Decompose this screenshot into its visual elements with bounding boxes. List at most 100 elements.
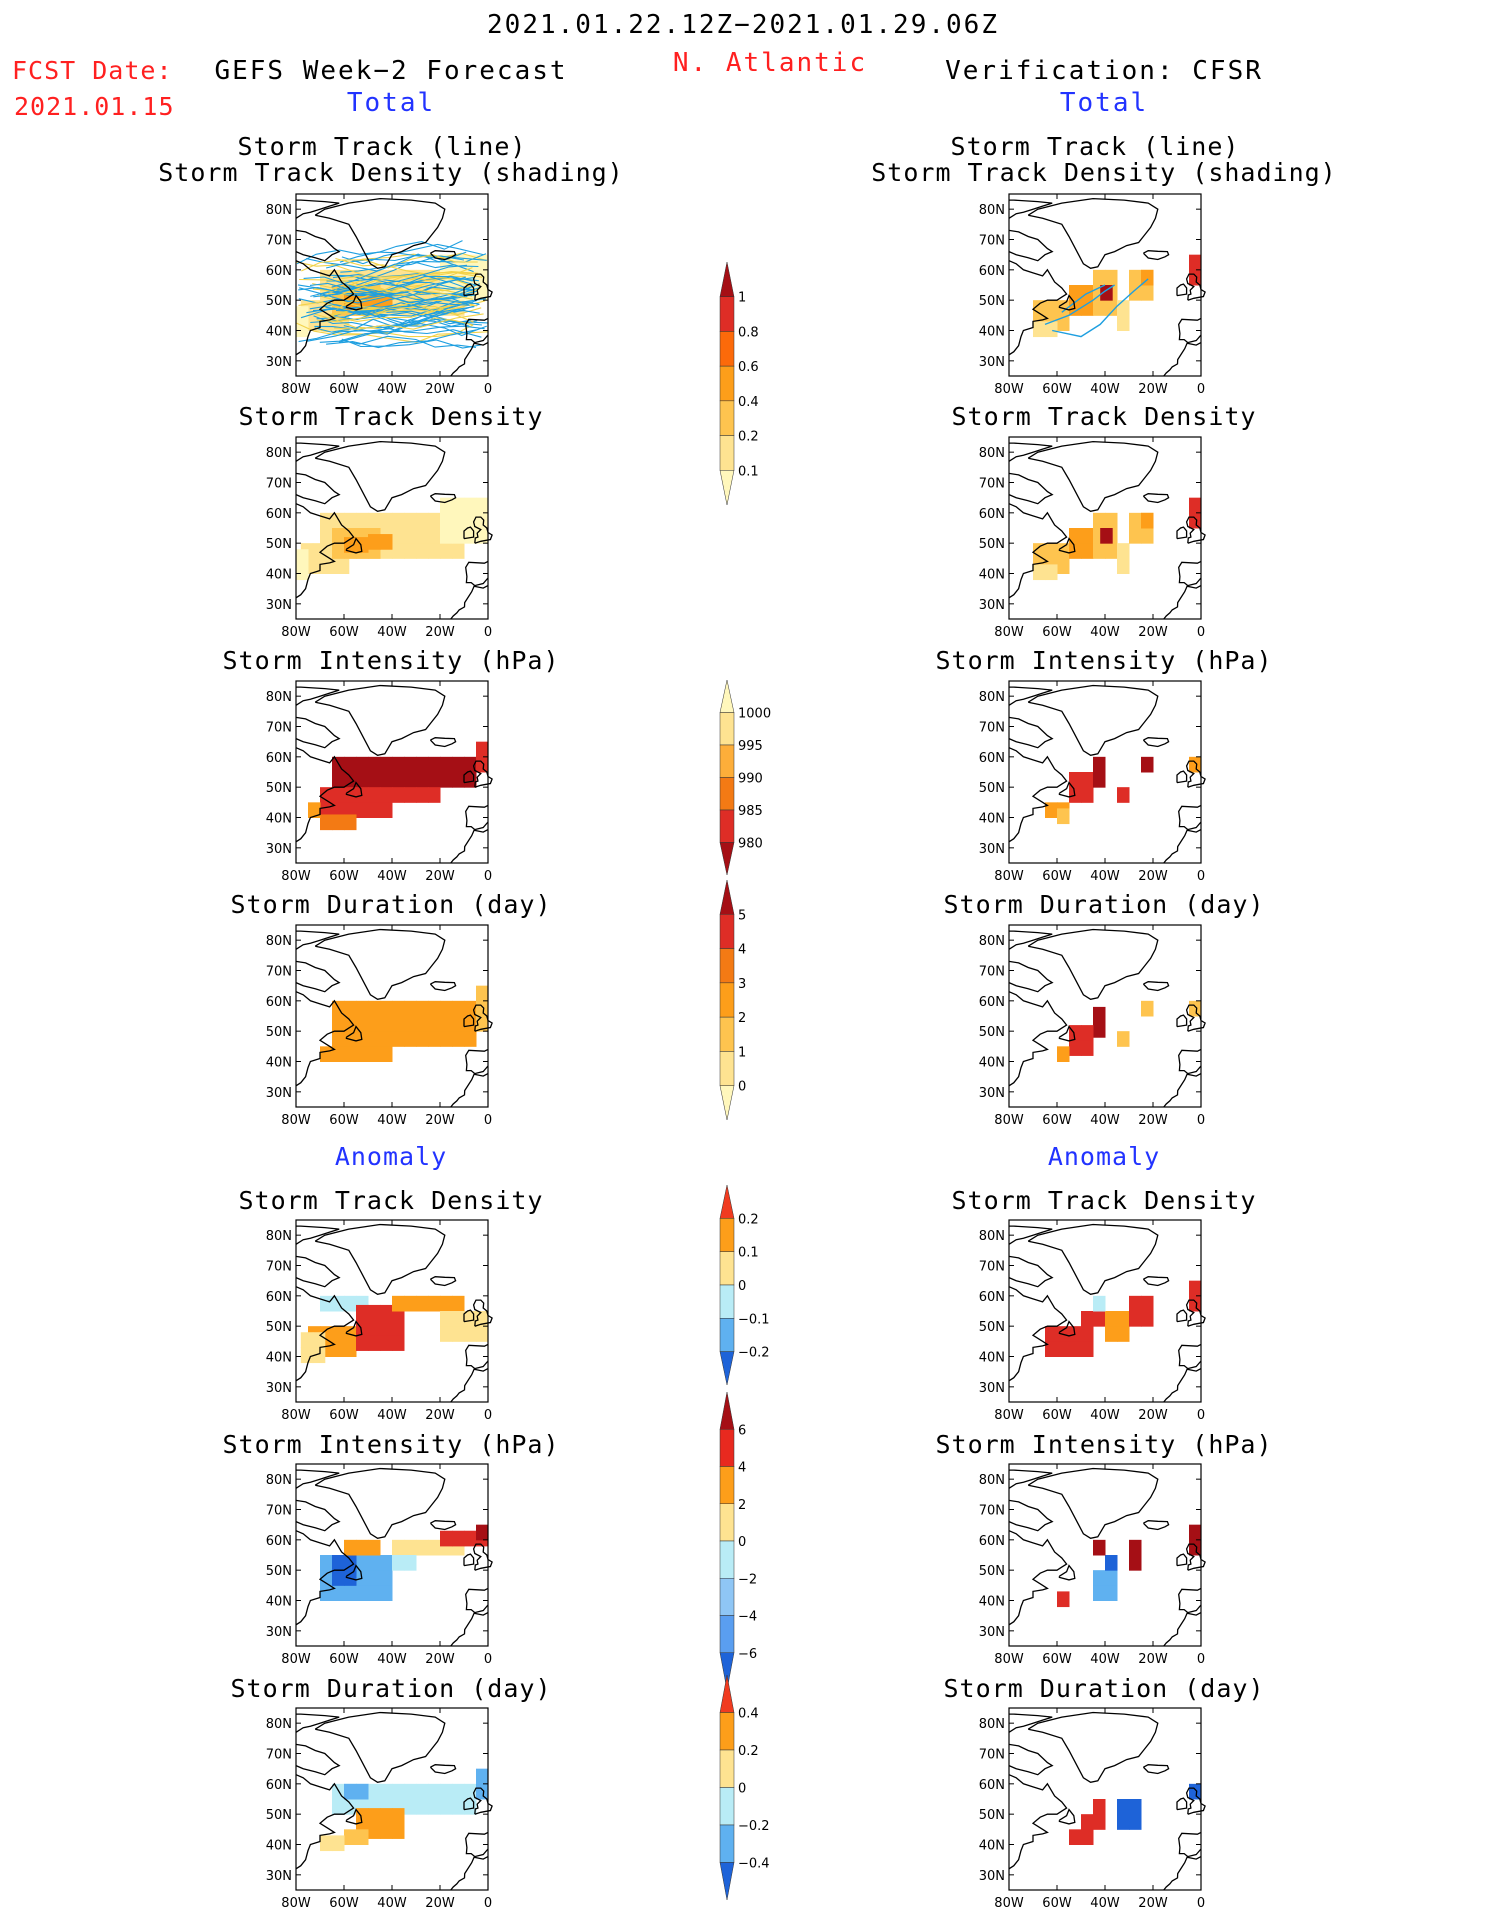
cfsr-density-anom-map-cell: [1129, 1311, 1142, 1327]
gefs-intensity-map-cell: [392, 756, 405, 773]
gefs-duration-map-lon-label: 0: [484, 1113, 492, 1128]
gefs-track-map-track-line: [298, 309, 466, 343]
cfsr-density-anom-map-cell: [1093, 1311, 1106, 1327]
colorbar-segment: [719, 1429, 735, 1467]
gefs-duration-map-cell: [428, 1031, 441, 1047]
colorbar-segment: [719, 914, 735, 949]
cfsr-duration-anom-map-coastline: [1178, 1831, 1202, 1858]
cfsr-intensity-map-lat-label: 80N: [979, 690, 1005, 705]
colorbar-segment: [719, 1652, 735, 1691]
gefs-track-map-track-line: [325, 254, 465, 269]
cfsr-intensity-map-lon-label: 0: [1197, 869, 1205, 884]
gefs-intensity-anom-map-cell: [380, 1585, 393, 1601]
cfsr-density-anom-map-cell: [1045, 1341, 1058, 1357]
cfsr-intensity-anom-map-coastline: [1185, 1543, 1206, 1571]
gefs-track-map-lat-label: 30N: [266, 355, 292, 370]
gefs-track-map-lon-label: 20W: [425, 382, 455, 397]
gefs-track-map-coastline: [429, 250, 457, 261]
cfsr-intensity-anom-map-lon-label: 80W: [994, 1652, 1024, 1667]
cfsr-intensity-anom-map-lon-label: 60W: [1042, 1652, 1072, 1667]
cfsr-density-map-coastline: [1185, 516, 1206, 544]
cfsr-duration-map-coastline: [1058, 1025, 1076, 1042]
gefs-density-anom-map-cell: [380, 1320, 393, 1336]
cfsr-intensity-anom-title: Storm Intensity (hPa): [935, 1430, 1273, 1459]
gefs-intensity-anom-map: 80N 70N 60N 50N 40N 30N 80W 60W 40W 20W 0: [266, 1463, 493, 1667]
gefs-duration-map-cell: [320, 1046, 333, 1062]
gefs-intensity-anom-map-cell: [416, 1539, 429, 1556]
gefs-density-map-cell: [404, 528, 417, 544]
gefs-duration-anom-map-coastline: [295, 1743, 341, 1776]
gefs-track-map: 80N 70N 60N 50N 40N 30N 80W 60W 40W 20W 0: [266, 193, 493, 397]
gefs-intensity-map-cell: [332, 787, 345, 803]
gefs-density-map-cell: [392, 528, 405, 544]
colorbar-segment: [719, 1085, 735, 1121]
colorbar-label: 6: [738, 1423, 746, 1438]
cfsr-duration-anom-map-coastline: [1163, 1856, 1202, 1891]
cfsr-density-anom-map-coastline: [1027, 1223, 1159, 1295]
gefs-duration-anom-map-cell: [392, 1783, 405, 1800]
cfsr-density-anom-map-cell: [1045, 1326, 1058, 1342]
cfsr-duration-map-coastline: [1178, 1048, 1202, 1075]
cfsr-intensity-anom-map-lat-label: 70N: [979, 1504, 1005, 1519]
gefs-duration-anom-map-lat-label: 70N: [266, 1748, 292, 1763]
gefs-density-map-coastline: [463, 526, 475, 540]
gefs-density-map-lat-label: 60N: [266, 507, 292, 522]
colorbar-label: 980: [738, 837, 763, 852]
gefs-track-map-cell: [296, 306, 309, 322]
gefs-duration-map: 80N 70N 60N 50N 40N 30N 80W 60W 40W 20W 0: [266, 924, 493, 1128]
colorbar-segment: [719, 470, 735, 506]
gefs-intensity-map-coastline: [429, 737, 457, 748]
gefs-density-anom-map-cell: [440, 1326, 453, 1342]
cfsr-duration-anom-map-cell: [1069, 1829, 1082, 1845]
gefs-density-map-lon-label: 60W: [329, 625, 359, 640]
gefs-duration-map-lon-label: 60W: [329, 1113, 359, 1128]
cfsr-intensity-map-lat-label: 70N: [979, 721, 1005, 736]
gefs-intensity-anom-map-coastline: [295, 1499, 341, 1532]
gefs-duration-anom-map-coastline: [472, 1787, 493, 1815]
gefs-density-map-lon-label: 40W: [377, 625, 407, 640]
cfsr-density-anom-title: Storm Track Density: [951, 1186, 1257, 1215]
gefs-density-anom-map-cell: [368, 1320, 381, 1336]
cfsr-intensity-anom-map-coastline: [1163, 1612, 1202, 1647]
cfsr-track-map-lat-label: 80N: [979, 203, 1005, 218]
cfsr-density-map-cell: [1117, 558, 1130, 574]
gefs-track-map-track-line: [331, 251, 467, 288]
gefs-intensity-map-cell: [332, 814, 345, 831]
cfsr-density-map-coastline: [1163, 585, 1202, 620]
cfsr-intensity-anom-map-cell: [1057, 1591, 1070, 1608]
gefs-track-map-track-line: [341, 338, 481, 349]
cfsr-density-anom-map-cell: [1081, 1341, 1094, 1357]
cfsr-intensity-map-coastline: [1027, 684, 1159, 756]
cfsr-track-map-track-line: [1061, 284, 1106, 313]
gefs-intensity-map-cell: [440, 772, 453, 788]
gefs-track-map-lon-label: 40W: [377, 382, 407, 397]
cfsr-duration-map-cell: [1081, 1025, 1094, 1041]
colorbar-label: 995: [738, 739, 763, 754]
gefs-density-map-lon-label: 80W: [281, 625, 311, 640]
gefs-intensity-anom-map-coastline: [295, 1530, 355, 1626]
cfsr-density-anom-map-coastline: [1008, 1286, 1068, 1382]
cfsr-density-map-coastline: [1058, 537, 1076, 554]
gefs-density-anom-map-cell: [332, 1341, 345, 1357]
gefs-intensity-anom-map-cell: [356, 1539, 369, 1556]
gefs-intensity-map-cell: [428, 772, 441, 788]
cfsr-duration-anom-map-cell: [1093, 1799, 1106, 1815]
gefs-density-anom-map-coastline: [295, 1225, 340, 1245]
gefs-density-map-cell: [428, 512, 441, 529]
gefs-intensity-map-cell: [404, 756, 417, 773]
gefs-track-map-track-line: [326, 329, 477, 349]
gefs-density-anom-map-cell: [368, 1304, 381, 1321]
gefs-density-map-cell: [296, 549, 309, 565]
gefs-intensity-map-lat-label: 40N: [266, 812, 292, 827]
gefs-title: GEFS Week−2 Forecast: [214, 56, 568, 86]
gefs-density-anom-map-cell: [380, 1335, 393, 1351]
gefs-density-map-cell: [324, 558, 338, 574]
cfsr-track-map-cell: [1189, 254, 1202, 271]
cfsr-density-map-cell: [1057, 558, 1070, 574]
cfsr-track-map-lat-label: 50N: [979, 294, 1005, 309]
gefs-duration-map-cell: [380, 1016, 393, 1032]
gefs-duration-map-cell: [464, 1031, 477, 1047]
colorbar-segment: [719, 296, 735, 332]
gefs-duration-map-cell: [440, 1016, 453, 1032]
gefs-duration-map-cell: [440, 1000, 453, 1017]
